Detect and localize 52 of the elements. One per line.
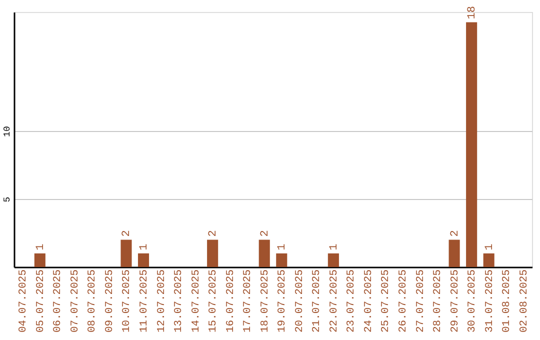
x-tick-label: 31.07.2025 xyxy=(484,270,496,333)
x-tick-label: 15.07.2025 xyxy=(208,270,220,333)
data-label: 1 xyxy=(276,243,289,250)
x-tick-label: 26.07.2025 xyxy=(398,270,410,333)
x-tick-label: 05.07.2025 xyxy=(34,270,47,333)
x-tick-label: 20.07.2025 xyxy=(294,270,306,333)
x-tick-label: 10.07.2025 xyxy=(121,270,134,333)
data-label: 1 xyxy=(34,243,47,250)
x-tick-label: 22.07.2025 xyxy=(328,270,340,333)
x-tick-label: 29.07.2025 xyxy=(449,270,462,333)
bar xyxy=(276,253,288,267)
x-tick-label: 01.08.2025 xyxy=(501,270,514,333)
bar xyxy=(207,240,218,267)
data-label: 2 xyxy=(259,230,272,237)
x-tick-label: 25.07.2025 xyxy=(380,270,392,333)
x-tick-label: 09.07.2025 xyxy=(104,270,116,333)
bar xyxy=(448,240,460,267)
bar xyxy=(34,253,46,267)
bar xyxy=(466,22,478,267)
x-tick-label: 13.07.2025 xyxy=(173,270,186,333)
x-tick-label: 04.07.2025 xyxy=(18,270,30,333)
x-tick-label: 12.07.2025 xyxy=(156,270,168,333)
data-label: 1 xyxy=(328,243,340,250)
x-tick-label: 08.07.2025 xyxy=(86,270,99,333)
x-tick-label: 19.07.2025 xyxy=(276,270,289,333)
x-tick-label: 02.08.2025 xyxy=(518,270,530,333)
x-tick-label: 28.07.2025 xyxy=(432,270,444,333)
data-label: 1 xyxy=(138,243,150,250)
x-tick-label: 24.07.2025 xyxy=(362,270,375,333)
x-tick-label: 30.07.2025 xyxy=(466,270,479,333)
bar xyxy=(138,253,150,267)
bar xyxy=(483,253,494,267)
x-tick-label: 18.07.2025 xyxy=(259,270,272,333)
data-label: 2 xyxy=(121,230,134,237)
x-tick-label: 21.07.2025 xyxy=(311,270,324,333)
x-tick-label: 17.07.2025 xyxy=(242,270,254,333)
x-tick-label: 14.07.2025 xyxy=(190,270,202,333)
y-tick-label: 10 xyxy=(2,126,12,137)
data-label: 1 xyxy=(484,243,496,250)
x-tick-label: 11.07.2025 xyxy=(138,270,150,333)
bar xyxy=(258,240,270,267)
x-tick-label: 07.07.2025 xyxy=(69,270,82,333)
x-tick-label: 27.07.2025 xyxy=(414,270,427,333)
bar xyxy=(120,240,132,267)
data-label: 2 xyxy=(449,230,462,237)
x-tick-label: 16.07.2025 xyxy=(224,270,237,333)
x-tick-label: 06.07.2025 xyxy=(52,270,64,333)
data-label: 2 xyxy=(208,230,220,237)
x-tick-label: 23.07.2025 xyxy=(346,270,358,333)
bar xyxy=(328,253,339,267)
data-label: 18 xyxy=(466,6,479,20)
y-tick-label: 5 xyxy=(2,196,12,202)
